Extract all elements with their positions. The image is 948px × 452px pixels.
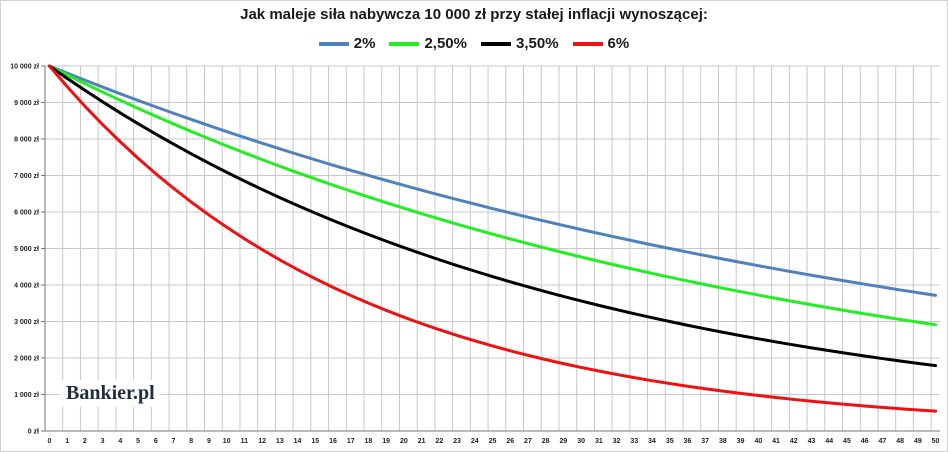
x-tick-label: 45 <box>843 438 851 445</box>
legend-swatch <box>572 41 603 46</box>
x-tick-label: 28 <box>542 438 550 445</box>
x-tick-label: 15 <box>311 438 319 445</box>
x-tick-label: 13 <box>276 438 284 445</box>
legend-item: 2% <box>318 35 376 52</box>
y-tick-label: 10 000 zł <box>10 64 39 71</box>
x-tick-label: 40 <box>754 438 762 445</box>
x-tick-label: 27 <box>524 438 532 445</box>
x-tick-label: 25 <box>489 438 497 445</box>
x-tick-label: 47 <box>879 438 887 445</box>
x-tick-label: 3 <box>101 438 105 445</box>
y-tick-label: 2 000 zł <box>14 356 39 363</box>
y-tick-label: 1 000 zł <box>14 392 39 399</box>
y-tick-label: 4 000 zł <box>14 283 39 290</box>
legend-label: 2,50% <box>424 35 467 52</box>
legend-label: 6% <box>607 35 630 52</box>
x-tick-label: 50 <box>932 438 940 445</box>
legend-swatch <box>481 41 511 46</box>
x-tick-label: 2 <box>83 438 87 445</box>
x-tick-label: 9 <box>207 438 211 445</box>
x-tick-label: 29 <box>559 438 567 445</box>
legend-item: 6% <box>572 35 630 52</box>
x-tick-label: 16 <box>329 438 337 445</box>
x-tick-label: 11 <box>241 438 249 445</box>
x-tick-label: 24 <box>471 438 479 445</box>
x-tick-label: 8 <box>189 438 193 445</box>
x-tick-label: 12 <box>258 438 266 445</box>
x-tick-label: 20 <box>400 438 408 445</box>
x-tick-label: 43 <box>808 438 816 445</box>
x-tick-label: 18 <box>365 438 373 445</box>
y-tick-label: 7 000 zł <box>14 173 39 180</box>
x-tick-label: 49 <box>914 438 922 445</box>
legend: 2% 2,50% 3,50% 6% <box>0 35 948 52</box>
x-tick-label: 1 <box>65 438 69 445</box>
x-tick-label: 21 <box>418 438 426 445</box>
x-tick-label: 23 <box>453 438 461 445</box>
x-tick-label: 37 <box>701 438 709 445</box>
legend-item: 3,50% <box>481 35 559 52</box>
x-tick-label: 44 <box>825 438 833 445</box>
x-tick-label: 35 <box>666 438 674 445</box>
x-tick-label: 5 <box>136 438 140 445</box>
x-tick-label: 31 <box>595 438 603 445</box>
x-tick-label: 32 <box>613 438 621 445</box>
x-tick-label: 39 <box>737 438 745 445</box>
series-line <box>47 64 938 327</box>
y-tick-label: 5 000 zł <box>14 246 39 253</box>
legend-item: 2,50% <box>389 35 467 52</box>
y-tick-label: 6 000 zł <box>14 210 39 217</box>
legend-label: 3,50% <box>516 35 559 52</box>
x-tick-label: 41 <box>772 438 780 445</box>
y-tick-label: 0 zł <box>28 429 39 436</box>
y-tick-label: 9 000 zł <box>14 100 39 107</box>
chart-title: Jak maleje siła nabywcza 10 000 zł przy … <box>240 6 708 23</box>
x-tick-label: 0 <box>47 438 51 445</box>
x-tick-label: 10 <box>223 438 231 445</box>
x-tick-label: 7 <box>172 438 176 445</box>
series-line <box>47 64 938 368</box>
x-tick-label: 22 <box>435 438 443 445</box>
y-tick-label: 8 000 zł <box>14 137 39 144</box>
x-tick-label: 19 <box>382 438 390 445</box>
x-tick-label: 26 <box>506 438 514 445</box>
y-tick-label: 3 000 zł <box>14 319 39 326</box>
series-line <box>47 64 938 297</box>
x-tick-label: 33 <box>630 438 638 445</box>
x-tick-label: 14 <box>294 438 302 445</box>
x-tick-label: 42 <box>790 438 798 445</box>
x-tick-label: 4 <box>118 438 122 445</box>
x-tick-label: 30 <box>577 438 585 445</box>
x-tick-label: 34 <box>648 438 656 445</box>
legend-label: 2% <box>353 35 376 52</box>
x-tick-label: 36 <box>684 438 692 445</box>
x-tick-label: 38 <box>719 438 727 445</box>
x-tick-label: 46 <box>861 438 869 445</box>
legend-swatch <box>318 41 349 46</box>
x-tick-label: 17 <box>347 438 355 445</box>
x-tick-label: 6 <box>154 438 158 445</box>
bankier-logo: Bankier.pl <box>60 380 161 407</box>
legend-swatch <box>389 41 420 46</box>
series-line <box>47 64 938 413</box>
x-tick-label: 48 <box>896 438 904 445</box>
